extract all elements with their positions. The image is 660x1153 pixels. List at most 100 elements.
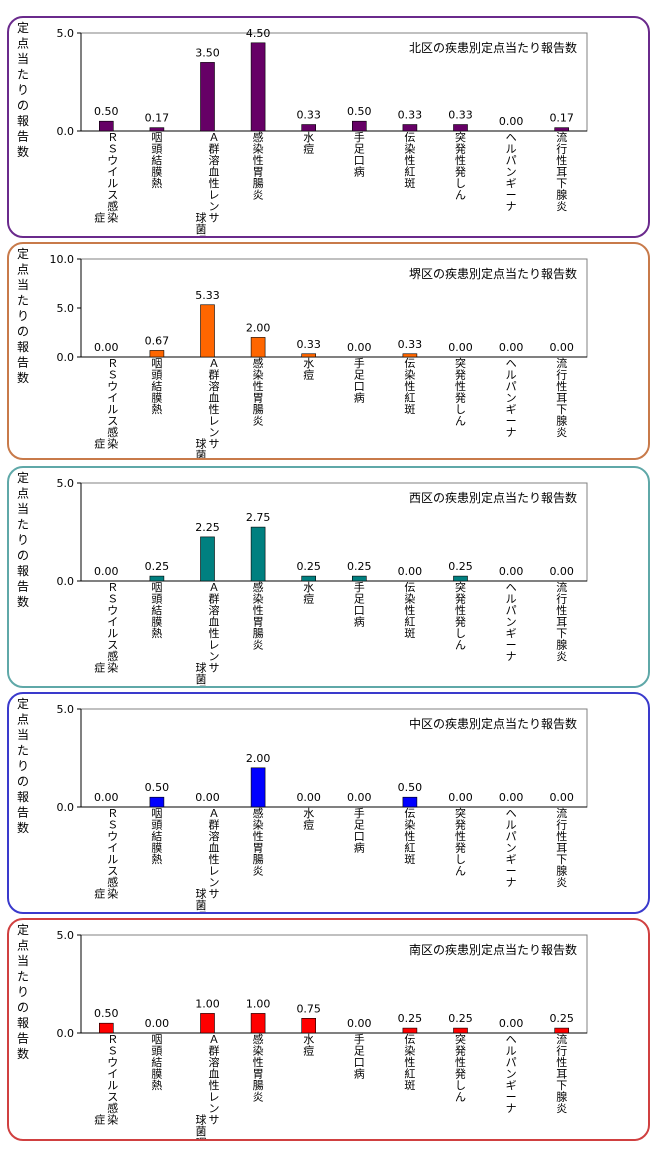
category-label-char: 咽 — [196, 235, 207, 237]
category-label-char: 性 — [404, 1055, 415, 1069]
y-tick-label: 10.0 — [50, 253, 75, 266]
category-label-char: 群 — [209, 818, 220, 832]
bar — [200, 62, 215, 132]
category-label-char: 突 — [455, 356, 466, 370]
category-label-char: ヘ — [506, 131, 517, 144]
category-label-char: 炎 — [253, 865, 264, 878]
category-label-char: 口 — [354, 154, 365, 167]
category-label-char: 流 — [556, 130, 567, 144]
category-label-char: 水 — [303, 581, 314, 594]
bar — [402, 1027, 418, 1034]
category-label-char: ー — [506, 865, 517, 878]
category-label-char: ん — [455, 415, 466, 428]
data-label: 0.33 — [398, 338, 423, 351]
category-label-char: 感 — [107, 650, 118, 663]
data-label: 0.00 — [448, 791, 473, 804]
category-label-char: 伝 — [404, 357, 415, 370]
category-label-char: 頭 — [151, 1045, 162, 1058]
category-label-char: ナ — [506, 650, 517, 663]
category-label-char: 下 — [556, 177, 567, 190]
category-label-char: サ — [209, 212, 220, 225]
y-axis-title-char: り — [17, 83, 29, 97]
category-label-char: 群 — [209, 368, 220, 382]
data-label: 0.25 — [347, 560, 372, 573]
category-label-char: イ — [107, 1068, 118, 1081]
data-label: 0.25 — [296, 560, 321, 573]
data-label: 0.00 — [94, 565, 119, 578]
data-label: 0.00 — [499, 1017, 524, 1030]
data-label: 0.00 — [94, 791, 119, 804]
category-label-char: 結 — [151, 829, 162, 843]
bar — [149, 350, 165, 358]
chart-svg-nishi: 0.05.0定点当たりの報告数西区の疾患別定点当たり報告数0.00ＲＳウイルス感… — [17, 470, 588, 686]
y-tick-label: 0.0 — [57, 575, 75, 588]
data-label: 0.75 — [296, 1002, 321, 1015]
category-label-char: 病 — [354, 615, 365, 629]
plot-area — [80, 708, 588, 808]
y-axis-title-char: 当 — [17, 502, 29, 516]
y-axis-title-char: た — [17, 68, 29, 82]
category-label: Ａ群溶血性レンサ球菌咽頭炎 — [196, 1033, 220, 1139]
category-label-char: 足 — [354, 1045, 365, 1058]
bar — [250, 42, 266, 132]
category-label-char: ル — [506, 369, 517, 382]
data-label: 0.00 — [145, 1017, 170, 1030]
y-axis-title-char: 定 — [17, 922, 29, 937]
data-label: 4.50 — [246, 27, 271, 40]
category-label-char: Ｓ — [107, 1045, 118, 1058]
category-label-char: 感 — [253, 807, 264, 820]
category-label-char: 染 — [107, 661, 118, 675]
category-label-char: 耳 — [556, 1068, 567, 1081]
category-label-char: 下 — [556, 627, 567, 640]
category-label-char: 頭 — [151, 143, 162, 156]
category-label-char: 結 — [151, 1055, 162, 1069]
data-label: 2.00 — [246, 321, 271, 334]
category-label-char: 下 — [556, 403, 567, 416]
category-label-char: 性 — [455, 1055, 466, 1069]
category-label-char: 行 — [556, 143, 567, 156]
category-label-char: サ — [209, 888, 220, 901]
category-label-char: 染 — [253, 818, 264, 832]
chart-title: 北区の疾患別定点当たり報告数 — [409, 40, 577, 55]
y-axis-title-char: り — [17, 533, 29, 547]
category-label-char: 突 — [455, 806, 466, 820]
category-label-char: 性 — [556, 603, 567, 617]
category-label-char: ル — [506, 1045, 517, 1058]
y-axis-title-char: 当 — [17, 52, 29, 66]
category-label-char: ス — [107, 639, 118, 652]
category-label-char: 発 — [455, 818, 466, 832]
category-label-char: 腸 — [253, 627, 264, 640]
category-label-char: 炎 — [253, 415, 264, 428]
category-label-char: パ — [506, 380, 517, 393]
category-label-char: 紅 — [404, 166, 415, 179]
category-label-char: Ａ — [209, 1033, 220, 1046]
bar — [149, 575, 165, 582]
y-axis-title-char: 報 — [17, 790, 29, 804]
category-label-char: ん — [455, 189, 466, 202]
category-label-char: ル — [107, 177, 118, 190]
data-label: 0.25 — [549, 1012, 574, 1025]
category-label-char: 血 — [209, 615, 220, 629]
category-label-char: 流 — [556, 1032, 567, 1046]
category-label-char: 性 — [455, 603, 466, 617]
category-label-char: ー — [506, 189, 517, 202]
category-label-char: レ — [209, 865, 220, 878]
category-label-char: 性 — [209, 176, 220, 190]
category-label-char: 腺 — [556, 188, 567, 202]
category-label-char: ル — [506, 143, 517, 156]
category-label-char: 膜 — [151, 842, 162, 855]
data-label: 0.17 — [145, 112, 170, 125]
category-label-char: 溶 — [209, 829, 220, 843]
category-label-char: 性 — [556, 829, 567, 843]
category-label-char: 結 — [151, 603, 162, 617]
category-label-char: 発 — [455, 592, 466, 606]
category-label-char: 感 — [107, 200, 118, 213]
bar — [250, 526, 266, 582]
category-label-char: 症 — [94, 1113, 105, 1127]
y-tick-label: 0.0 — [57, 125, 75, 138]
category-label-char: 病 — [354, 841, 365, 855]
category-label-char: ン — [209, 200, 220, 213]
